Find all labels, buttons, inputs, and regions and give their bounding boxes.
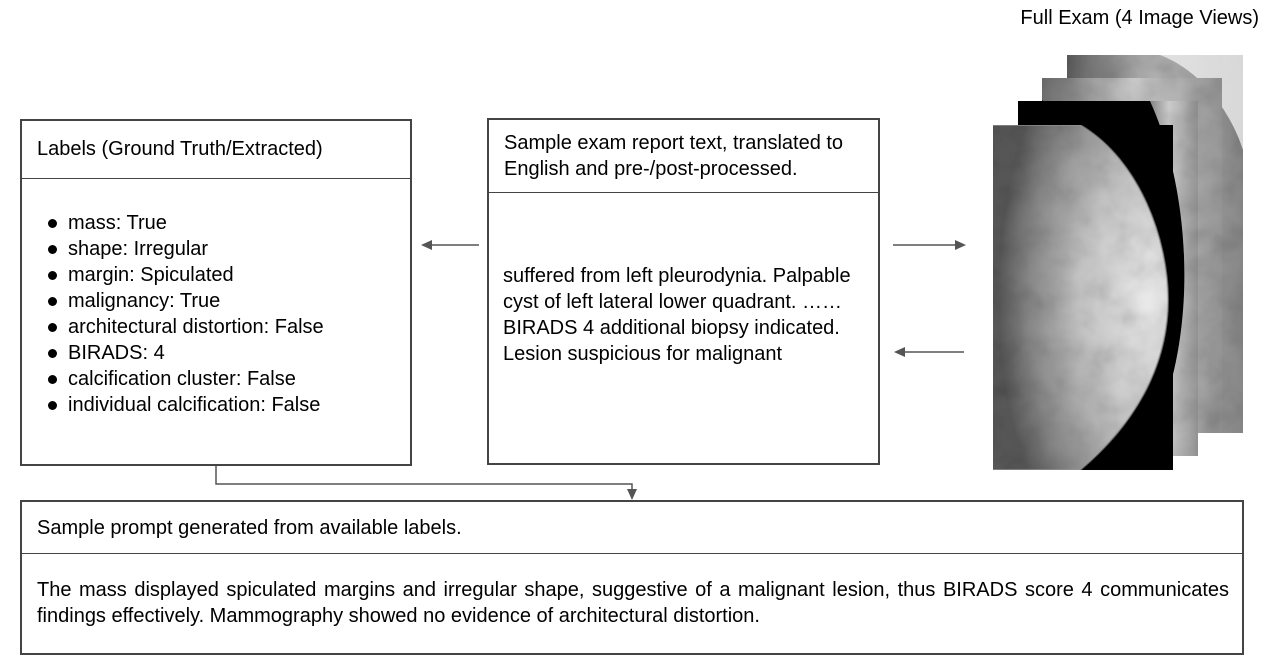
- arrow-labels-to-prompt: [215, 466, 637, 500]
- label-item: individual calcification: False: [44, 392, 324, 418]
- arrow-exam-to-report: [894, 347, 964, 357]
- labels-list: mass: True shape: Irregular margin: Spic…: [44, 210, 324, 418]
- report-text: suffered from left pleurodynia. Palpable…: [503, 265, 851, 365]
- arrow-report-to-exam: [893, 240, 966, 250]
- label-item: shape: Irregular: [44, 236, 324, 262]
- exam-title: Full Exam (4 Image Views): [1020, 7, 1259, 29]
- label-item: malignancy: True: [44, 288, 324, 314]
- labels-box: Labels (Ground Truth/Extracted) mass: Tr…: [20, 119, 412, 466]
- prompt-box-title: Sample prompt generated from available l…: [22, 502, 1242, 554]
- labels-box-title: Labels (Ground Truth/Extracted): [22, 121, 410, 179]
- report-box: Sample exam report text, translated to E…: [487, 118, 880, 465]
- label-item: mass: True: [44, 210, 324, 236]
- prompt-text: The mass displayed spiculated margins an…: [37, 579, 1229, 627]
- report-box-title: Sample exam report text, translated to E…: [489, 120, 878, 193]
- arrow-report-to-labels: [421, 240, 479, 250]
- label-item: architectural distortion: False: [44, 314, 324, 340]
- label-item: calcification cluster: False: [44, 366, 324, 392]
- label-item: BIRADS: 4: [44, 340, 324, 366]
- mammogram-view-1: [993, 125, 1173, 470]
- label-item: margin: Spiculated: [44, 262, 324, 288]
- prompt-box: Sample prompt generated from available l…: [20, 500, 1244, 655]
